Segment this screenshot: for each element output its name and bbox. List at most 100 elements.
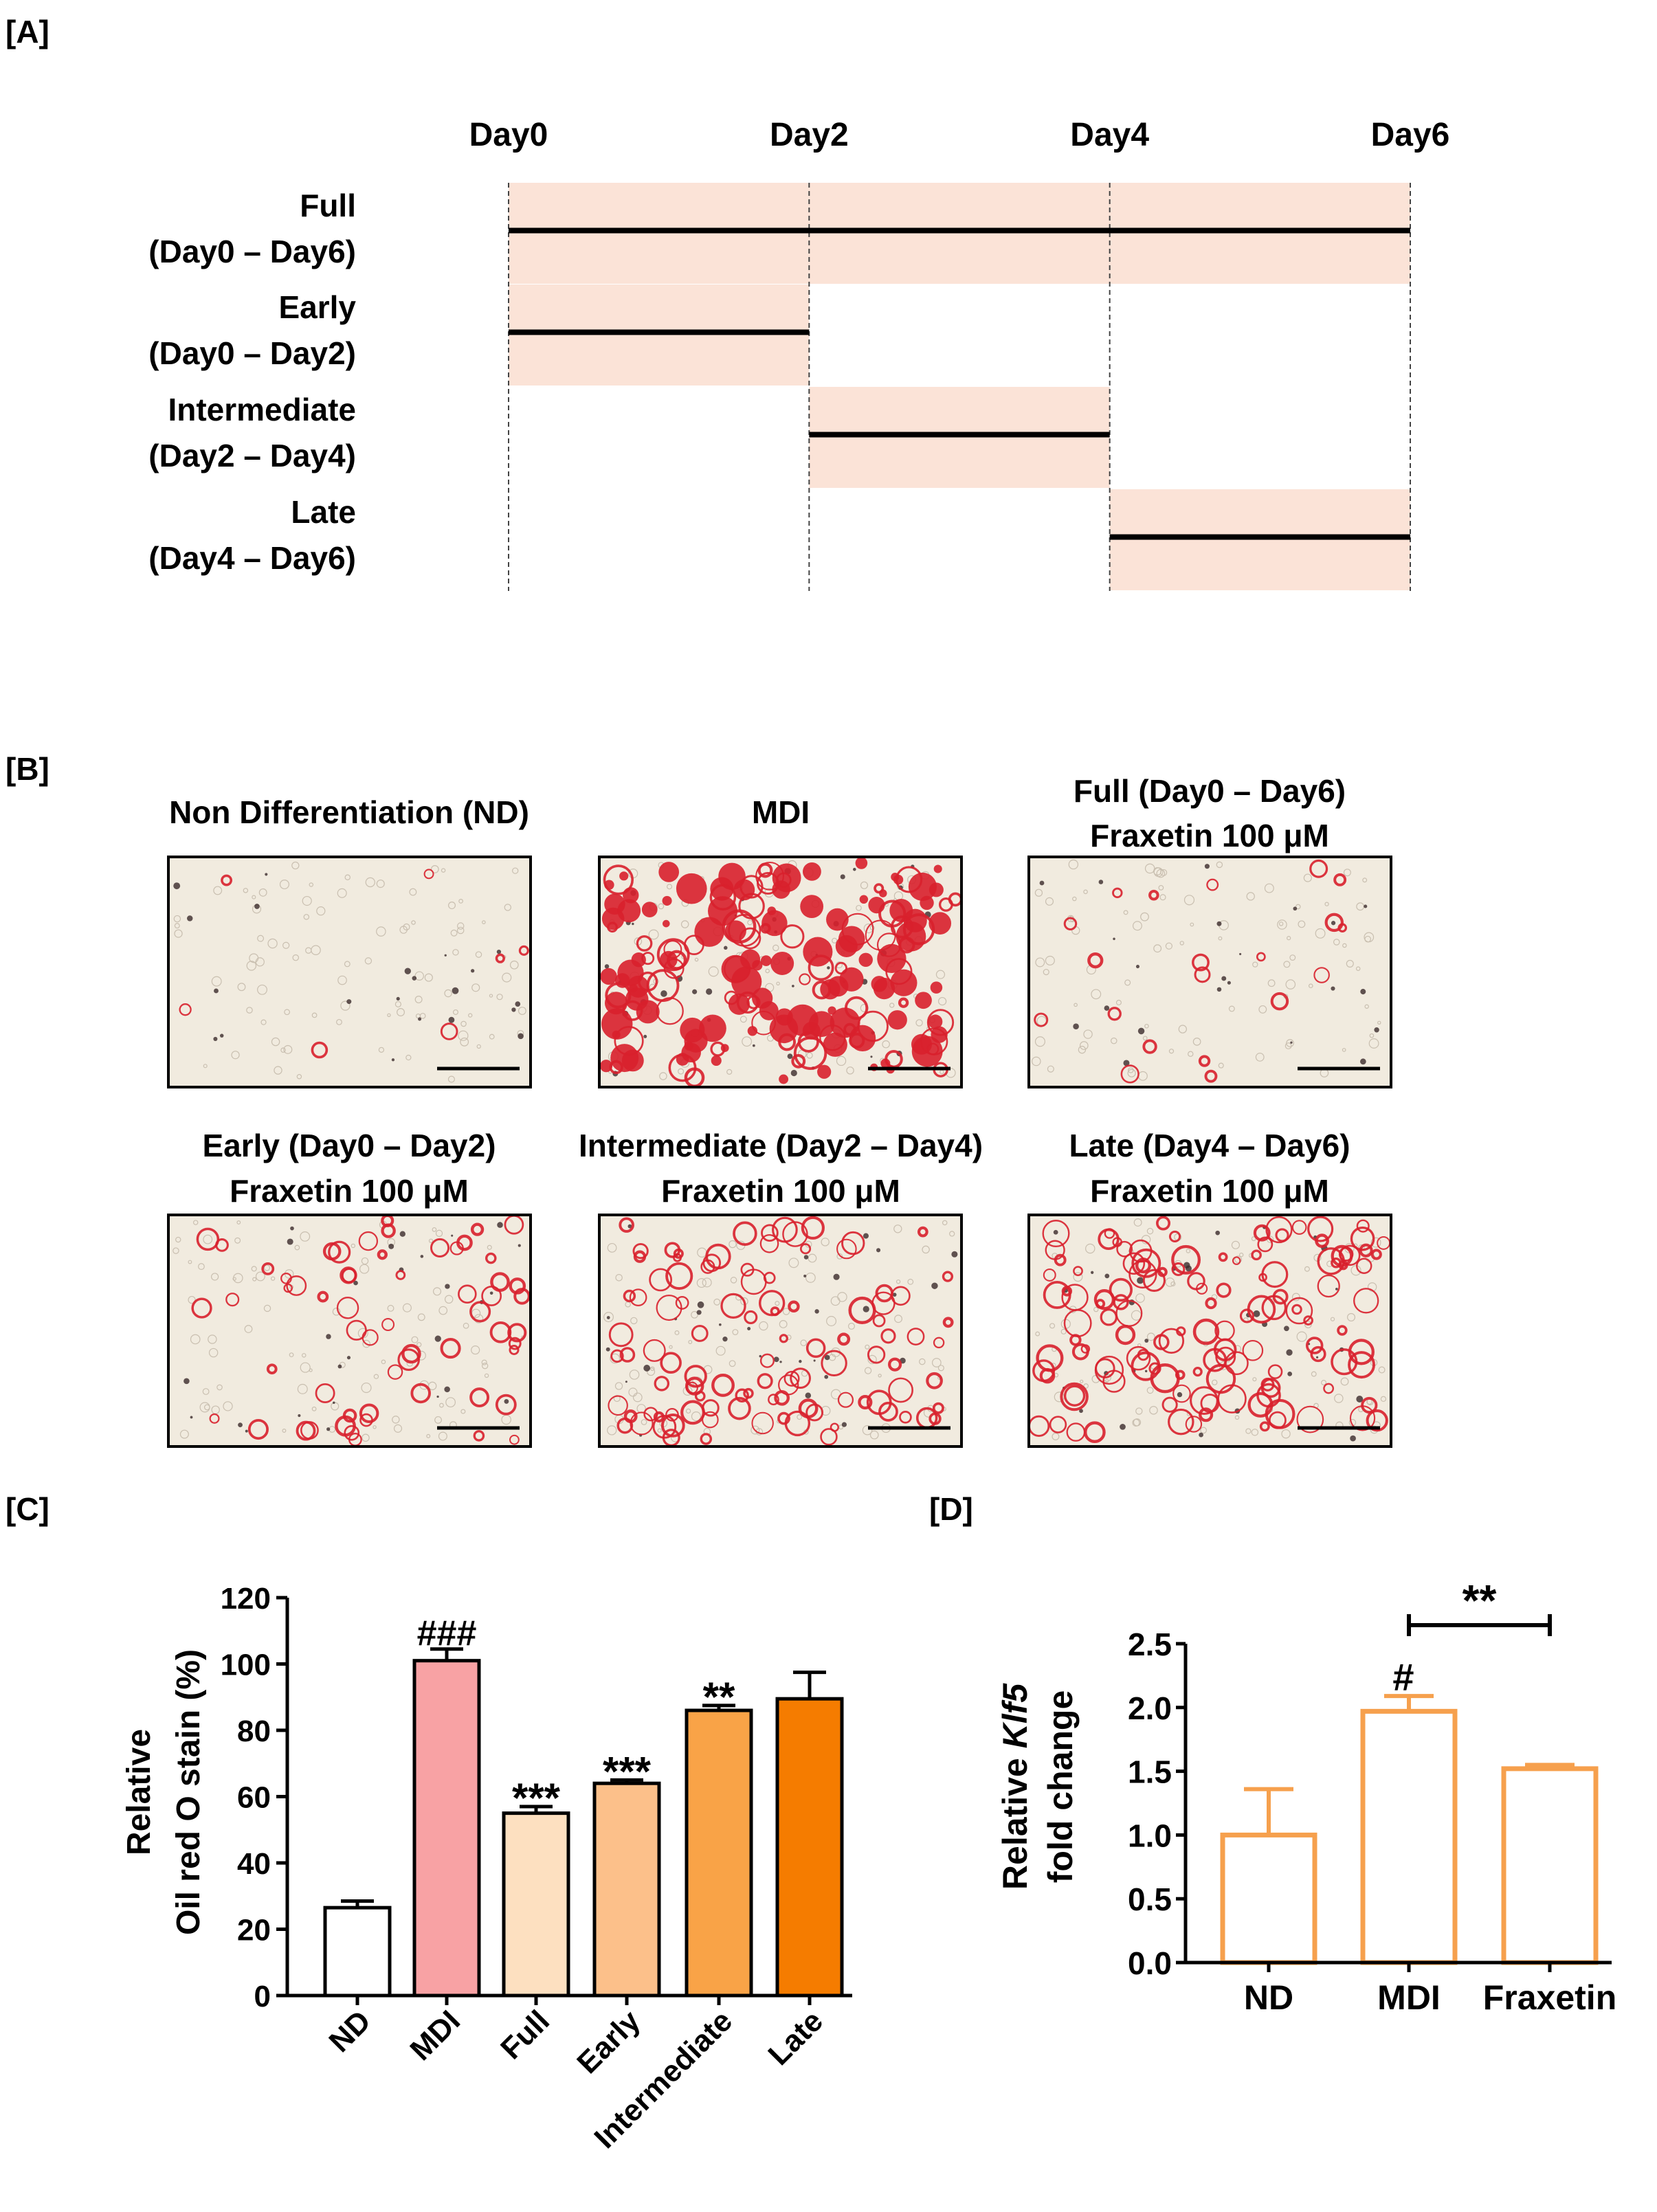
lipid-droplet — [724, 955, 751, 983]
debris-dot — [1221, 976, 1227, 981]
cell-outline — [1160, 869, 1168, 876]
lipid-droplet — [803, 862, 821, 881]
debris-dot — [1039, 880, 1045, 886]
lipid-droplet — [926, 1372, 943, 1389]
lipid-droplet — [684, 935, 704, 955]
lipid-droplet — [1247, 1295, 1276, 1324]
micrograph-subtitle: Fraxetin 100 μM — [230, 1173, 469, 1209]
lipid-droplet — [1353, 1288, 1379, 1314]
debris-dot — [841, 1422, 847, 1427]
cell-outline — [782, 1308, 790, 1315]
lipid-droplet — [1135, 1258, 1152, 1274]
cell-outline — [708, 966, 719, 977]
cell-outline — [452, 1009, 458, 1015]
debris-dot — [444, 954, 447, 957]
lipid-droplet — [700, 1433, 713, 1445]
debris-dot — [1098, 880, 1104, 884]
cell-outline — [332, 1307, 341, 1316]
cell-outline — [458, 1030, 469, 1041]
cell-outline — [1104, 1378, 1109, 1383]
significance-marker: *** — [603, 1748, 652, 1794]
lipid-droplet — [1253, 1224, 1271, 1242]
lipid-droplet — [1128, 1260, 1157, 1289]
lipid-droplet — [858, 1395, 873, 1410]
debris-dot — [814, 1309, 819, 1314]
debris-dot — [1104, 1005, 1110, 1011]
debris-dot — [1185, 1265, 1192, 1272]
lipid-droplet — [1150, 1363, 1180, 1394]
cell-outline — [607, 1242, 617, 1253]
lipid-droplet — [490, 1272, 510, 1292]
lipid-droplet — [1213, 1338, 1237, 1362]
lipid-droplet — [855, 857, 868, 869]
cell-outline — [489, 994, 493, 998]
debris-dot — [1350, 1435, 1356, 1442]
debris-dot — [187, 915, 193, 921]
lipid-droplet — [915, 992, 932, 1009]
debris-dot — [451, 1234, 454, 1237]
cell-outline — [1334, 1394, 1344, 1403]
cell-outline — [1091, 989, 1102, 1000]
lipid-droplet — [1192, 1367, 1203, 1377]
debris-dot — [471, 969, 475, 973]
cell-outline — [1285, 1042, 1292, 1049]
cell-outline — [340, 1001, 351, 1011]
cell-outline — [922, 1245, 930, 1254]
cell-outline — [336, 1018, 342, 1025]
cell-outline — [452, 949, 459, 956]
y-tick-label: 0.0 — [1128, 1945, 1172, 1981]
debris-dot — [660, 990, 667, 997]
lipid-droplet — [654, 1376, 670, 1392]
lipid-droplet — [1257, 1236, 1274, 1253]
cell-outline — [1369, 1033, 1375, 1038]
debris-dot — [1374, 1027, 1379, 1033]
cell-outline — [1286, 1039, 1294, 1047]
y-tick-label: 1.5 — [1128, 1754, 1172, 1790]
lipid-droplet — [859, 895, 869, 904]
klf5-bar-chart: 0.0 0.5 1.0 1.5 2.0 2.5 Relative Klf5 fold chan… — [996, 1576, 1616, 2017]
lipid-droplet — [660, 1352, 682, 1374]
lipid-droplet — [458, 1284, 477, 1304]
debris-dot — [184, 1378, 190, 1385]
cell-outline — [1142, 1036, 1148, 1041]
lipid-droplet — [942, 1317, 954, 1328]
lipid-droplet — [774, 1389, 790, 1406]
lipid-droplet — [720, 1293, 746, 1319]
cell-outline — [800, 1339, 808, 1347]
cell-outline — [274, 1066, 282, 1075]
lipid-droplet — [1066, 1422, 1086, 1442]
debris-dot — [1335, 1287, 1338, 1291]
cell-outline — [439, 1403, 444, 1408]
debris-dot — [779, 1361, 782, 1363]
lipid-droplet — [1355, 1258, 1372, 1274]
cell-outline — [202, 1388, 210, 1395]
lipid-droplet — [694, 917, 724, 947]
lipid-droplet — [604, 893, 625, 915]
cell-outline — [1324, 902, 1329, 906]
lipid-droplet — [699, 1014, 726, 1042]
lipid-droplet — [836, 1238, 857, 1260]
cell-outline — [788, 1258, 799, 1269]
cell-outline — [1298, 920, 1306, 928]
debris-dot — [418, 1017, 422, 1021]
cell-outline — [821, 1238, 830, 1247]
cell-outline — [296, 1074, 302, 1080]
cell-outline — [434, 1416, 442, 1424]
cell-outline — [362, 1433, 370, 1442]
lipid-droplet — [440, 1337, 461, 1359]
lipid-droplet — [196, 1227, 220, 1251]
lipid-droplet — [509, 1434, 520, 1445]
lipid-droplet — [495, 953, 505, 963]
cell-outline — [836, 1253, 843, 1260]
debris-dot — [824, 1374, 829, 1379]
lipid-droplet — [1216, 1282, 1232, 1298]
debris-dot — [840, 874, 845, 880]
significance-marker: *** — [512, 1775, 561, 1821]
cell-outline — [1153, 944, 1162, 953]
cell-outline — [1340, 1377, 1349, 1386]
cell-outline — [732, 1329, 739, 1335]
cell-outline — [1068, 859, 1079, 870]
debris-dot — [1144, 1339, 1149, 1343]
lipid-droplet — [608, 1322, 634, 1348]
cell-outline — [1168, 1049, 1175, 1054]
